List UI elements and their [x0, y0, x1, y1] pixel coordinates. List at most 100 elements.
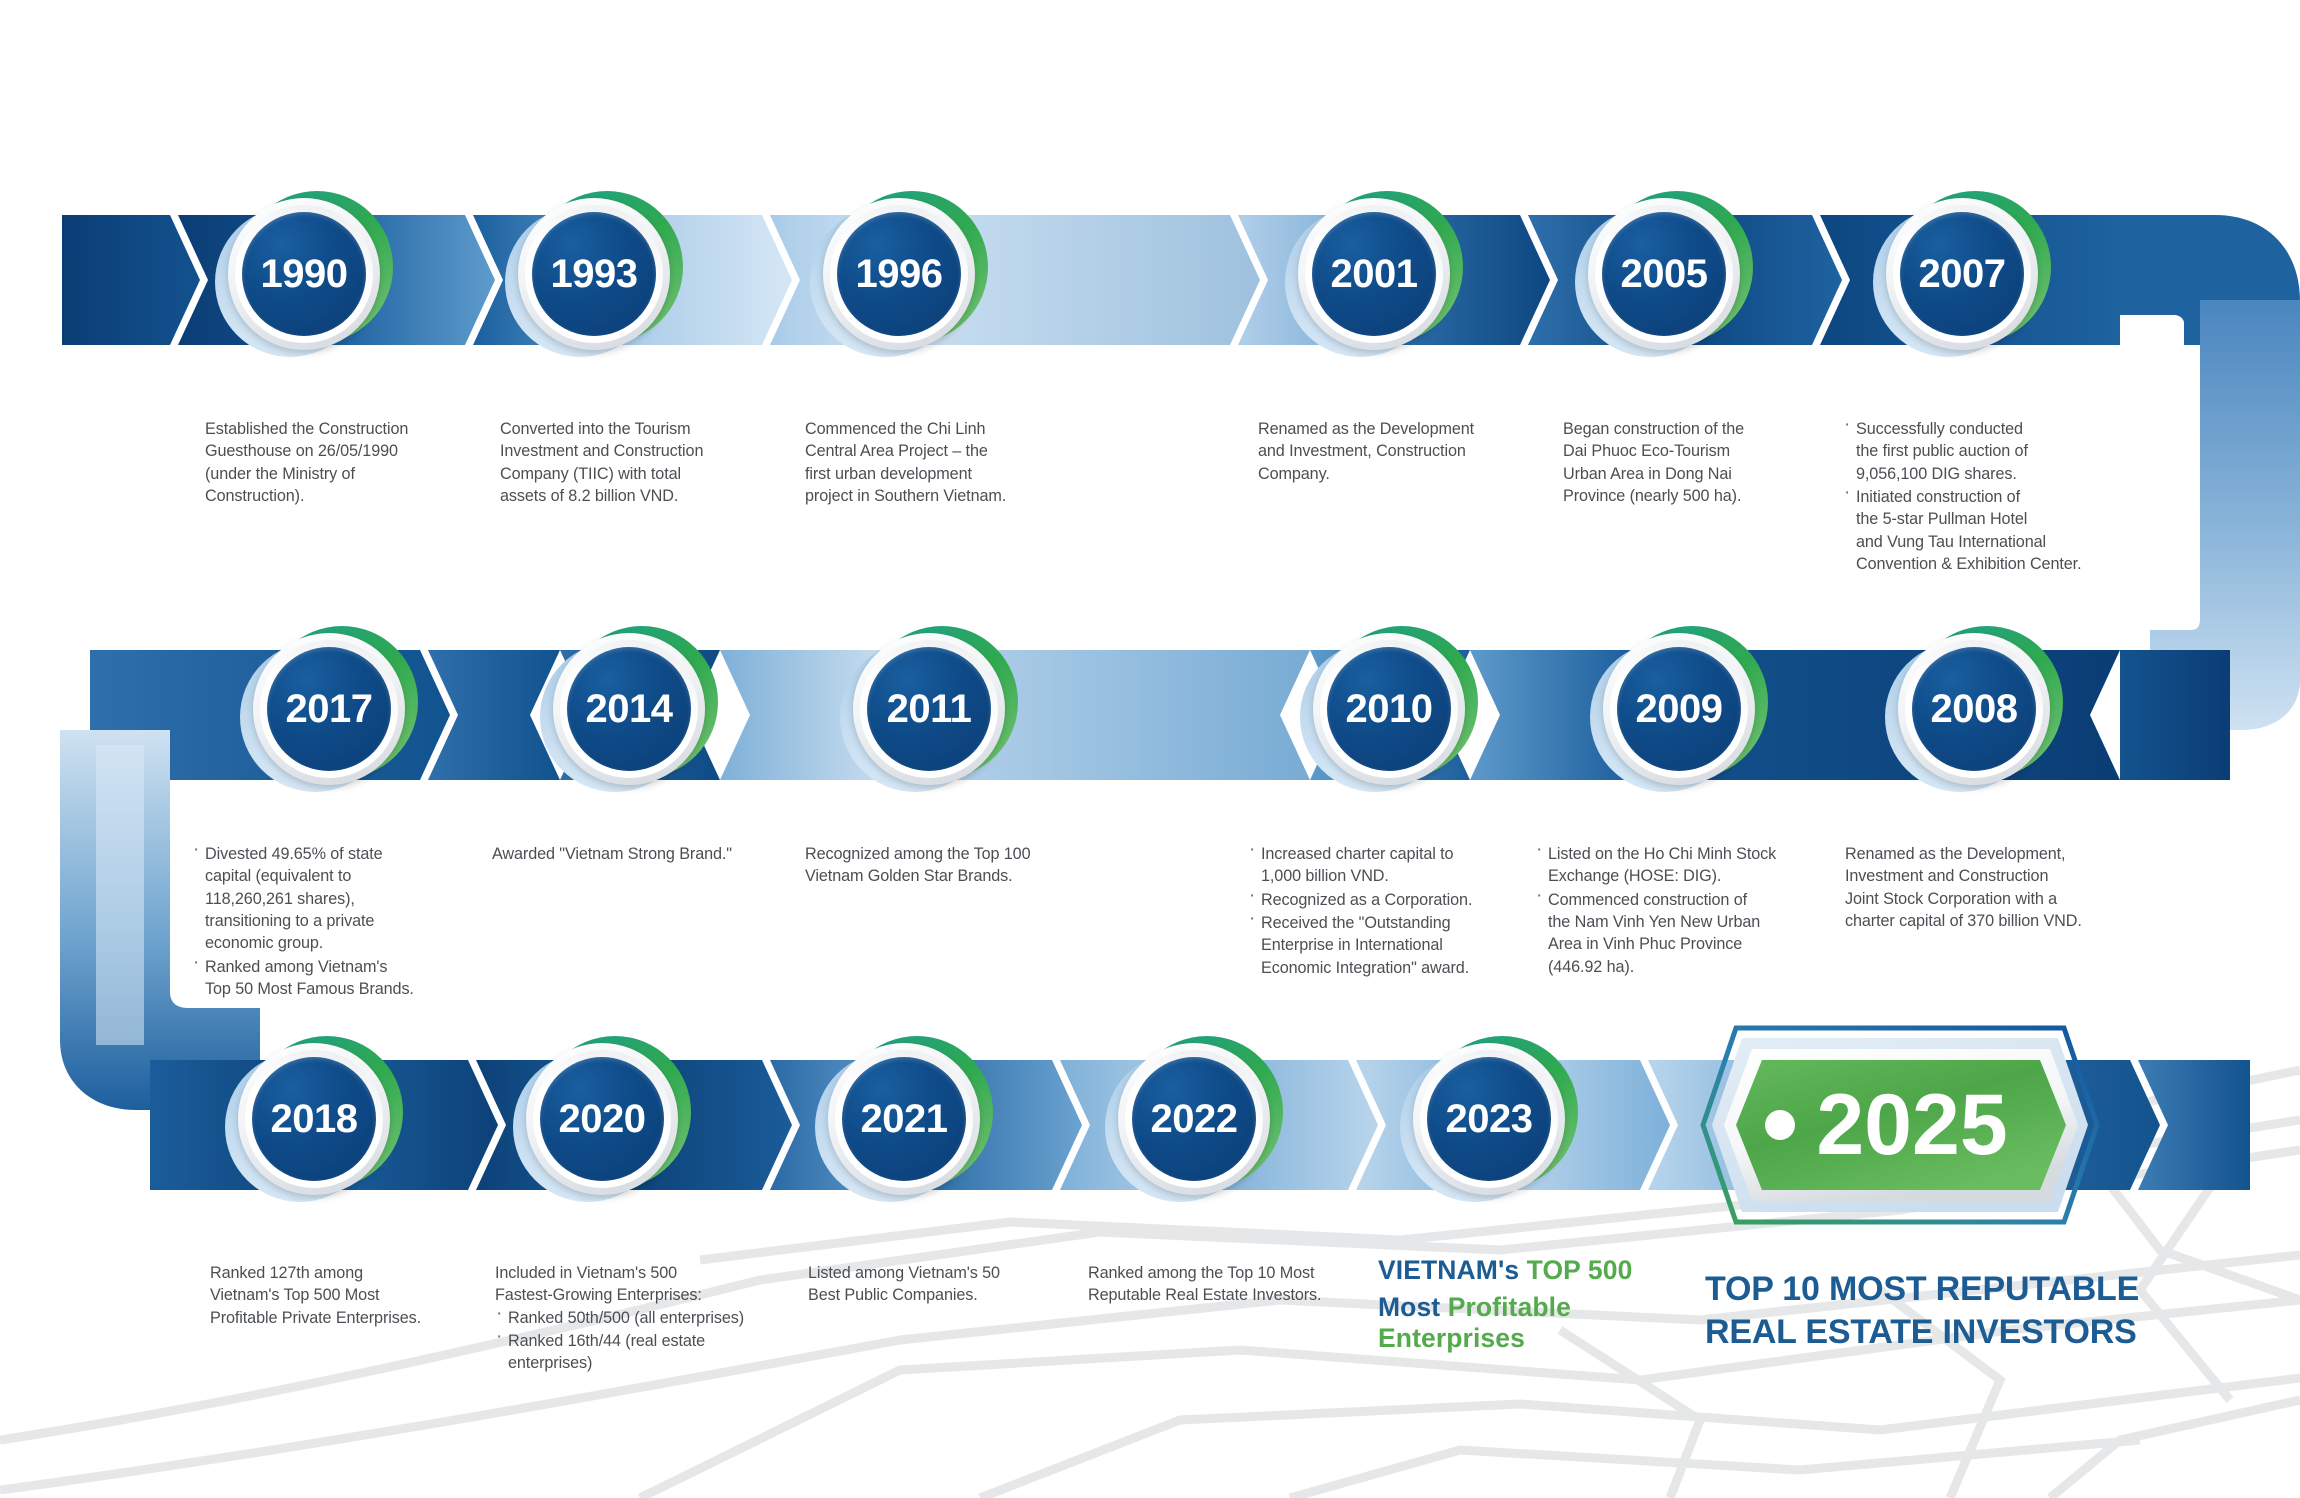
milestone-node-2010[interactable]: 2010: [1300, 620, 1478, 798]
award-line-1: TOP 10 MOST REPUTABLE: [1705, 1270, 2140, 1308]
milestone-node-2005[interactable]: 2005: [1575, 185, 1753, 363]
text-line: Company.: [1258, 464, 1330, 483]
text-line: 1,000 billion VND.: [1261, 867, 1389, 886]
node-disc: 2001: [1312, 212, 1436, 336]
node-year-label: 1993: [550, 251, 638, 296]
text-line: Investment and Construction: [1845, 867, 2049, 886]
award-caption-2025: TOP 10 MOST REPUTABLE REAL ESTATE INVEST…: [1705, 1268, 2175, 1354]
text-line: Established the Construction: [205, 420, 409, 438]
milestone-node-2011[interactable]: 2011: [840, 620, 1018, 798]
award-text-blue: Most: [1378, 1292, 1448, 1322]
milestone-node-2009[interactable]: 2009: [1590, 620, 1768, 798]
text-line: Renamed as the Development,: [1845, 845, 2066, 863]
text-line: Construction).: [205, 487, 305, 506]
milestone-node-2021[interactable]: 2021: [815, 1030, 993, 1208]
node-year-label: 2022: [1150, 1096, 1238, 1141]
text-line: Commenced the Chi Linh: [805, 420, 986, 438]
node-disc: 2010: [1327, 647, 1451, 771]
milestone-text-2009: Listed on the Ho Chi Minh Stock Exchange…: [1535, 840, 1835, 979]
milestone-node-2018[interactable]: 2018: [225, 1030, 403, 1208]
text-line: Ranked among Vietnam's: [205, 957, 388, 976]
text-line: Exchange (HOSE: DIG).: [1548, 867, 1722, 886]
text-line: Listed on the Ho Chi Minh Stock: [1548, 845, 1777, 863]
award-line-2: Most Profitable Enterprises: [1378, 1292, 1678, 1354]
text-line: Urban Area in Dong Nai: [1563, 464, 1732, 483]
milestone-node-2001[interactable]: 2001: [1285, 185, 1463, 363]
text-line: assets of 8.2 billion VND.: [500, 487, 679, 506]
text-line: Successfully conducted: [1856, 420, 2023, 438]
text-line: Recognized as a Corporation.: [1261, 890, 1473, 909]
node-year-label: 2007: [1918, 251, 2006, 296]
node-year-label: 2021: [860, 1096, 948, 1141]
node-year-label: 2023: [1445, 1096, 1533, 1141]
milestone-node-2017[interactable]: 2017: [240, 620, 418, 798]
text-line: and Vung Tau International: [1856, 532, 2047, 551]
node-disc: 2017: [267, 647, 391, 771]
node-year-label: 2020: [558, 1096, 646, 1141]
milestone-text-1990: Established the Construction Guesthouse …: [205, 418, 475, 507]
milestone-text-2022: Ranked among the Top 10 Most Reputable R…: [1088, 1262, 1388, 1307]
text-line: Vietnam's Top 500 Most: [210, 1286, 380, 1305]
text-line: Fastest-Growing Enterprises:: [495, 1286, 702, 1305]
bullet-item: Ranked 16th/44 (real estate enterprises): [495, 1327, 795, 1375]
bullet-item: Ranked among Vietnam's Top 50 Most Famou…: [192, 953, 472, 1001]
text-line: Company (TIIC) with total: [500, 464, 682, 483]
milestone-text-2001: Renamed as the Development and Investmen…: [1258, 418, 1548, 485]
node-year-label: 2014: [585, 686, 673, 731]
text-line: Renamed as the Development: [1258, 420, 1475, 438]
milestone-node-2023[interactable]: 2023: [1400, 1030, 1578, 1208]
text-line: Best Public Companies.: [808, 1286, 978, 1305]
text-line: the Nam Vinh Yen New Urban: [1548, 913, 1761, 932]
milestone-node-1990[interactable]: 1990: [215, 185, 393, 363]
node-disc: 2005: [1602, 212, 1726, 336]
award-line-2: REAL ESTATE INVESTORS: [1705, 1312, 2137, 1351]
milestone-node-2022[interactable]: 2022: [1105, 1030, 1283, 1208]
text-line: Ranked among the Top 10 Most: [1088, 1264, 1315, 1282]
text-line: the 5-star Pullman Hotel: [1856, 510, 2028, 529]
text-line: Central Area Project – the: [805, 442, 988, 461]
node-year-label: 2009: [1635, 686, 1723, 731]
milestone-node-1993[interactable]: 1993: [505, 185, 683, 363]
text-line: Initiated construction of: [1856, 488, 2020, 507]
bullet-item: Commenced construction of the Nam Vinh Y…: [1535, 886, 1835, 978]
milestone-node-1996[interactable]: 1996: [810, 185, 988, 363]
node-year-label: 2018: [270, 1096, 358, 1141]
text-line: the first public auction of: [1856, 442, 2028, 461]
text-line: Listed among Vietnam's 50: [808, 1264, 1000, 1282]
text-line: Received the "Outstanding: [1261, 914, 1451, 933]
milestone-text-2018: Ranked 127th among Vietnam's Top 500 Mos…: [210, 1262, 490, 1329]
bullet-list: Successfully conducted the first public …: [1843, 415, 2163, 576]
text-line: economic group.: [205, 934, 324, 953]
node-disc: 1993: [532, 212, 656, 336]
text-line: Divested 49.65% of state: [205, 845, 383, 863]
badge-2025-year: 2025: [1816, 1077, 2007, 1173]
text-line: Province (nearly 500 ha).: [1563, 487, 1742, 506]
text-line: and Investment, Construction: [1258, 442, 1466, 461]
milestone-text-2017: Divested 49.65% of state capital (equiva…: [192, 840, 472, 1002]
node-year-label: 1990: [260, 251, 348, 296]
milestone-node-2008[interactable]: 2008: [1885, 620, 2063, 798]
text-line: Investment and Construction: [500, 442, 704, 461]
text-line: Guesthouse on 26/05/1990: [205, 442, 398, 461]
text-line: Recognized among the Top 100: [805, 845, 1031, 863]
text-line: Economic Integration" award.: [1261, 958, 1470, 977]
text-line: Commenced construction of: [1548, 890, 1748, 909]
milestone-text-2008: Renamed as the Development, Investment a…: [1845, 843, 2155, 932]
node-disc: 2022: [1132, 1057, 1256, 1181]
bullet-item: Received the "Outstanding Enterprise in …: [1248, 909, 1548, 979]
bullet-item: Recognized as a Corporation.: [1248, 886, 1548, 911]
text-line: Began construction of the: [1563, 420, 1745, 438]
milestone-text-2011: Recognized among the Top 100 Vietnam Gol…: [805, 843, 1095, 888]
milestone-node-2014[interactable]: 2014: [540, 620, 718, 798]
text-line: Top 50 Most Famous Brands.: [205, 980, 414, 999]
milestone-node-2020[interactable]: 2020: [513, 1030, 691, 1208]
milestone-node-2007[interactable]: 2007: [1873, 185, 2051, 363]
text-line: 9,056,100 DIG shares.: [1856, 464, 2017, 483]
badge-2025[interactable]: 2025: [1700, 1025, 2100, 1225]
milestone-text-2010: Increased charter capital to 1,000 billi…: [1248, 840, 1548, 980]
node-year-label: 2011: [886, 686, 972, 731]
text-line: Joint Stock Corporation with a: [1845, 889, 2058, 908]
node-disc: 2011: [867, 647, 991, 771]
timeline-elbow-right: [2150, 300, 2300, 730]
text-line: Ranked 16th/44 (real estate: [508, 1332, 706, 1351]
